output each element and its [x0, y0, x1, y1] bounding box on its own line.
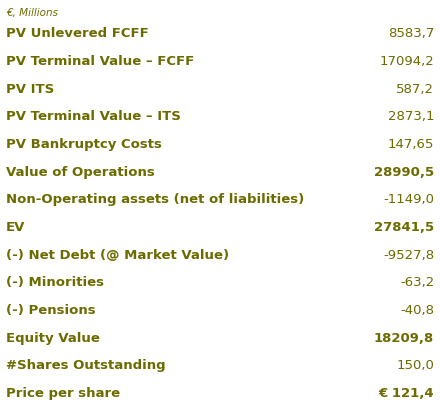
Text: EV: EV	[6, 221, 25, 234]
Text: 28990,5: 28990,5	[374, 166, 434, 179]
Text: PV ITS: PV ITS	[6, 83, 54, 95]
Text: € 121,4: € 121,4	[378, 387, 434, 400]
Text: 27841,5: 27841,5	[374, 221, 434, 234]
Text: €, Millions: €, Millions	[6, 7, 58, 17]
Text: -9527,8: -9527,8	[383, 249, 434, 262]
Text: Value of Operations: Value of Operations	[6, 166, 154, 179]
Text: -40,8: -40,8	[400, 304, 434, 317]
Text: (-) Pensions: (-) Pensions	[6, 304, 95, 317]
Text: PV Terminal Value – ITS: PV Terminal Value – ITS	[6, 110, 181, 123]
Text: Price per share: Price per share	[6, 387, 120, 400]
Text: #Shares Outstanding: #Shares Outstanding	[6, 359, 165, 373]
Text: 18209,8: 18209,8	[374, 332, 434, 345]
Text: PV Unlevered FCFF: PV Unlevered FCFF	[6, 27, 149, 40]
Text: (-) Net Debt (@ Market Value): (-) Net Debt (@ Market Value)	[6, 249, 229, 262]
Text: PV Bankruptcy Costs: PV Bankruptcy Costs	[6, 138, 161, 151]
Text: Equity Value: Equity Value	[6, 332, 99, 345]
Text: 2873,1: 2873,1	[388, 110, 434, 123]
Text: 17094,2: 17094,2	[379, 55, 434, 68]
Text: Non-Operating assets (net of liabilities): Non-Operating assets (net of liabilities…	[6, 193, 304, 206]
Text: 8583,7: 8583,7	[388, 27, 434, 40]
Text: 587,2: 587,2	[396, 83, 434, 95]
Text: PV Terminal Value – FCFF: PV Terminal Value – FCFF	[6, 55, 194, 68]
Text: -63,2: -63,2	[400, 276, 434, 290]
Text: (-) Minorities: (-) Minorities	[6, 276, 104, 290]
Text: 147,65: 147,65	[388, 138, 434, 151]
Text: 150,0: 150,0	[396, 359, 434, 373]
Text: -1149,0: -1149,0	[383, 193, 434, 206]
